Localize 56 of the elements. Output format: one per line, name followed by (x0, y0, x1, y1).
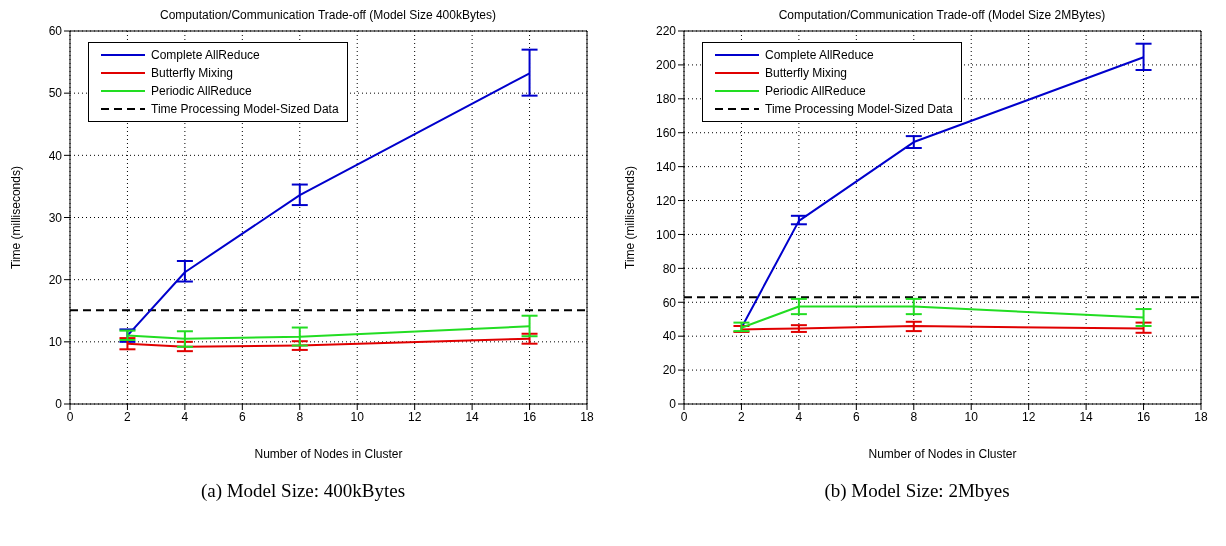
y-tick-label: 60 (662, 295, 677, 310)
y-tick-label: 120 (655, 193, 677, 208)
legend-label: Time Processing Model-Sized Data (151, 102, 339, 116)
y-tick-label: 80 (662, 261, 677, 276)
y-tick-label: 60 (48, 24, 63, 39)
x-axis-title: Number of Nodes in Cluster (254, 447, 403, 461)
x-tick-label: 2 (738, 409, 746, 424)
y-tick-label: 140 (655, 159, 677, 174)
x-tick-label: 10 (964, 409, 979, 424)
y-tick-label: 20 (48, 272, 63, 287)
x-tick-label: 18 (1194, 409, 1208, 424)
x-tick-label: 8 (910, 409, 918, 424)
y-tick-label: 0 (55, 397, 63, 412)
x-tick-label: 10 (350, 409, 365, 424)
x-tick-label: 14 (1079, 409, 1094, 424)
legend-label: Periodic AllReduce (151, 84, 252, 98)
x-tick-label: 16 (522, 409, 537, 424)
x-tick-label: 2 (124, 409, 132, 424)
x-tick-label: 14 (465, 409, 480, 424)
x-tick-label: 0 (680, 409, 688, 424)
y-tick-label: 100 (655, 227, 677, 242)
legend-label: Periodic AllReduce (765, 84, 866, 98)
text: (b) Model Size: 2Mbyes (823, 480, 1011, 502)
text: (a) Model Size: 400kBytes (199, 480, 407, 502)
legend-label: Time Processing Model-Sized Data (765, 102, 953, 116)
y-tick-label: 180 (655, 92, 677, 107)
legend-label: Complete AllReduce (151, 48, 260, 62)
y-axis-title: Time (milliseconds) (623, 166, 638, 269)
y-tick-label: 50 (48, 86, 63, 101)
y-tick-label: 10 (48, 335, 63, 350)
x-tick-label: 6 (238, 409, 246, 424)
x-tick-label: 12 (407, 409, 422, 424)
x-tick-label: 12 (1021, 409, 1036, 424)
y-tick-label: 40 (48, 148, 63, 163)
y-axis-title: Time (milliseconds) (9, 166, 24, 269)
line-series (126, 337, 531, 348)
y-tick-label: 20 (662, 363, 677, 378)
y-tick-label: 30 (48, 210, 63, 225)
x-tick-label: 6 (852, 409, 860, 424)
x-axis-title: Number of Nodes in Cluster (868, 447, 1017, 461)
chart-title: Computation/Communication Trade-off (Model Size 400kBytes) (159, 8, 497, 24)
x-tick-label: 4 (181, 409, 189, 424)
x-tick-label: 0 (66, 409, 74, 424)
x-tick-label: 16 (1136, 409, 1151, 424)
y-tick-label: 220 (655, 24, 677, 39)
legend-label: Butterfly Mixing (151, 66, 234, 80)
y-tick-label: 0 (669, 397, 677, 412)
x-tick-label: 18 (580, 409, 594, 424)
legend-label: Complete AllReduce (765, 48, 874, 62)
x-tick-label: 8 (296, 409, 304, 424)
y-tick-label: 160 (655, 125, 677, 140)
chart-title: Computation/Communication Trade-off (Model Size 2MBytes) (777, 8, 1107, 24)
y-tick-label: 40 (662, 329, 677, 344)
x-tick-label: 4 (795, 409, 803, 424)
y-tick-label: 200 (655, 58, 677, 73)
legend-label: Butterfly Mixing (765, 66, 848, 80)
